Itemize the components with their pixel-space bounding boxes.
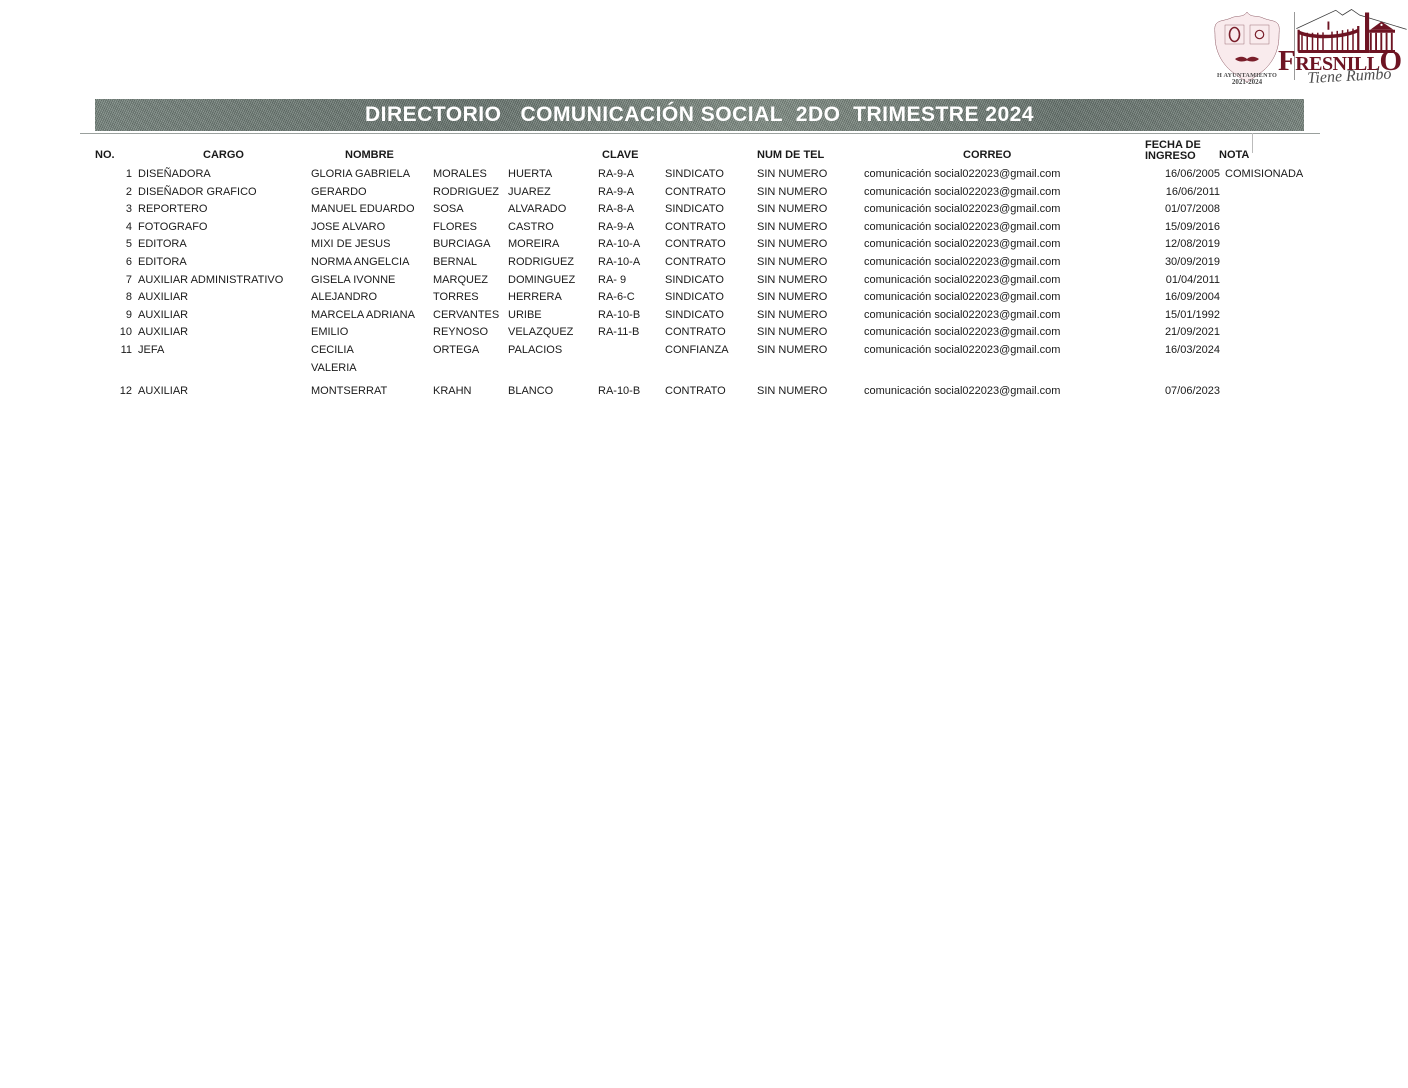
- svg-text:2021-2024: 2021-2024: [1232, 78, 1263, 85]
